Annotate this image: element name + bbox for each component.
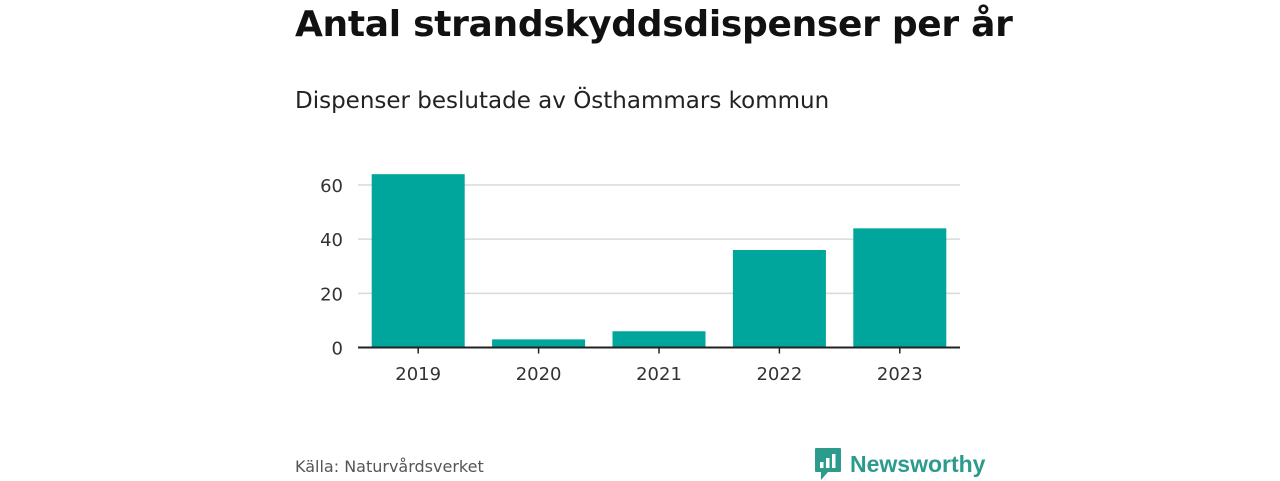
y-tick-label-40: 40 [320, 230, 343, 251]
brand-name: Newsworthy [850, 450, 986, 477]
bar-2022 [732, 250, 826, 348]
bar-2020 [492, 339, 586, 348]
brand-logo: Newsworthy [814, 447, 985, 481]
x-tick-label-2023: 2023 [877, 364, 923, 385]
source-note: Källa: Naturvårdsverket [295, 457, 484, 476]
bar-2023 [853, 228, 947, 348]
bar-2021 [612, 331, 706, 348]
x-tick-label-2019: 2019 [395, 364, 441, 385]
chart-subtitle: Dispenser beslutade av Östhammars kommun [295, 88, 830, 114]
y-tick-label-20: 20 [320, 284, 343, 305]
chart-title: Antal strandskyddsdispenser per år [295, 4, 1013, 45]
x-tick-label-2020: 2020 [516, 364, 562, 385]
y-tick-label-60: 60 [320, 176, 343, 197]
bar-2019 [371, 174, 465, 348]
x-tick-label-2021: 2021 [636, 364, 682, 385]
x-tick-label-2022: 2022 [756, 364, 802, 385]
y-tick-label-0: 0 [332, 339, 343, 360]
newsworthy-logo-icon [815, 448, 841, 480]
